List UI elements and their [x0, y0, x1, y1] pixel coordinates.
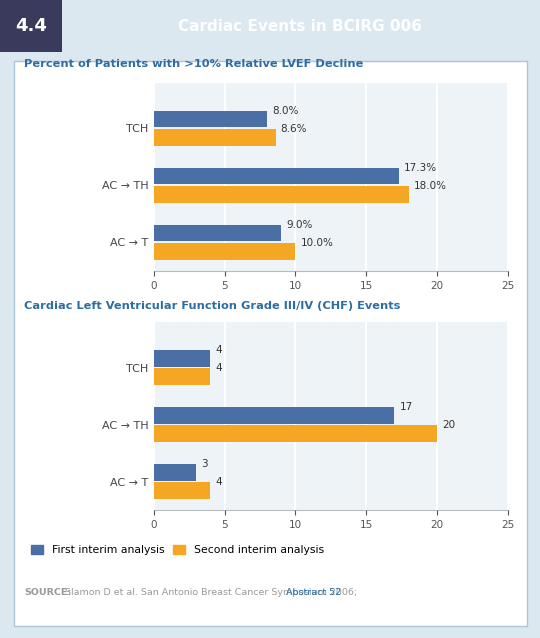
Text: 18.0%: 18.0%	[414, 181, 447, 191]
Text: Percent of Patients with >10% Relative LVEF Decline: Percent of Patients with >10% Relative L…	[24, 59, 363, 69]
Text: Cardiac Events in BCIRG 006: Cardiac Events in BCIRG 006	[178, 19, 422, 34]
Bar	[154, 368, 211, 385]
Bar	[154, 482, 211, 499]
Text: 17: 17	[400, 402, 413, 412]
Bar	[154, 186, 409, 203]
Text: SOURCE:: SOURCE:	[24, 588, 71, 597]
Legend: First interim analysis, Second interim analysis: First interim analysis, Second interim a…	[27, 540, 328, 560]
Text: Slamon D et al. San Antonio Breast Cancer Symposium 2006;: Slamon D et al. San Antonio Breast Cance…	[62, 588, 357, 597]
Bar	[154, 111, 267, 128]
Bar	[154, 407, 394, 424]
Text: 8.6%: 8.6%	[280, 124, 307, 134]
FancyBboxPatch shape	[0, 0, 62, 52]
Bar	[154, 225, 281, 242]
Text: Abstract 52: Abstract 52	[286, 588, 341, 597]
Text: 8.0%: 8.0%	[272, 106, 299, 116]
Text: Cardiac Left Ventricular Function Grade III/IV (CHF) Events: Cardiac Left Ventricular Function Grade …	[24, 301, 401, 311]
Bar	[154, 426, 437, 442]
Text: 20: 20	[442, 420, 455, 431]
Text: 4: 4	[215, 345, 222, 355]
Text: 3: 3	[201, 459, 208, 469]
Text: 10.0%: 10.0%	[300, 238, 333, 248]
Text: 17.3%: 17.3%	[403, 163, 437, 173]
Text: 4.4: 4.4	[15, 17, 47, 35]
FancyBboxPatch shape	[14, 61, 526, 627]
Text: 4: 4	[215, 477, 222, 487]
Bar	[154, 168, 399, 184]
Bar	[154, 129, 275, 145]
Bar	[154, 243, 295, 260]
Bar	[154, 464, 197, 481]
Text: 4: 4	[215, 364, 222, 373]
Text: 9.0%: 9.0%	[286, 220, 313, 230]
Bar	[154, 350, 211, 367]
